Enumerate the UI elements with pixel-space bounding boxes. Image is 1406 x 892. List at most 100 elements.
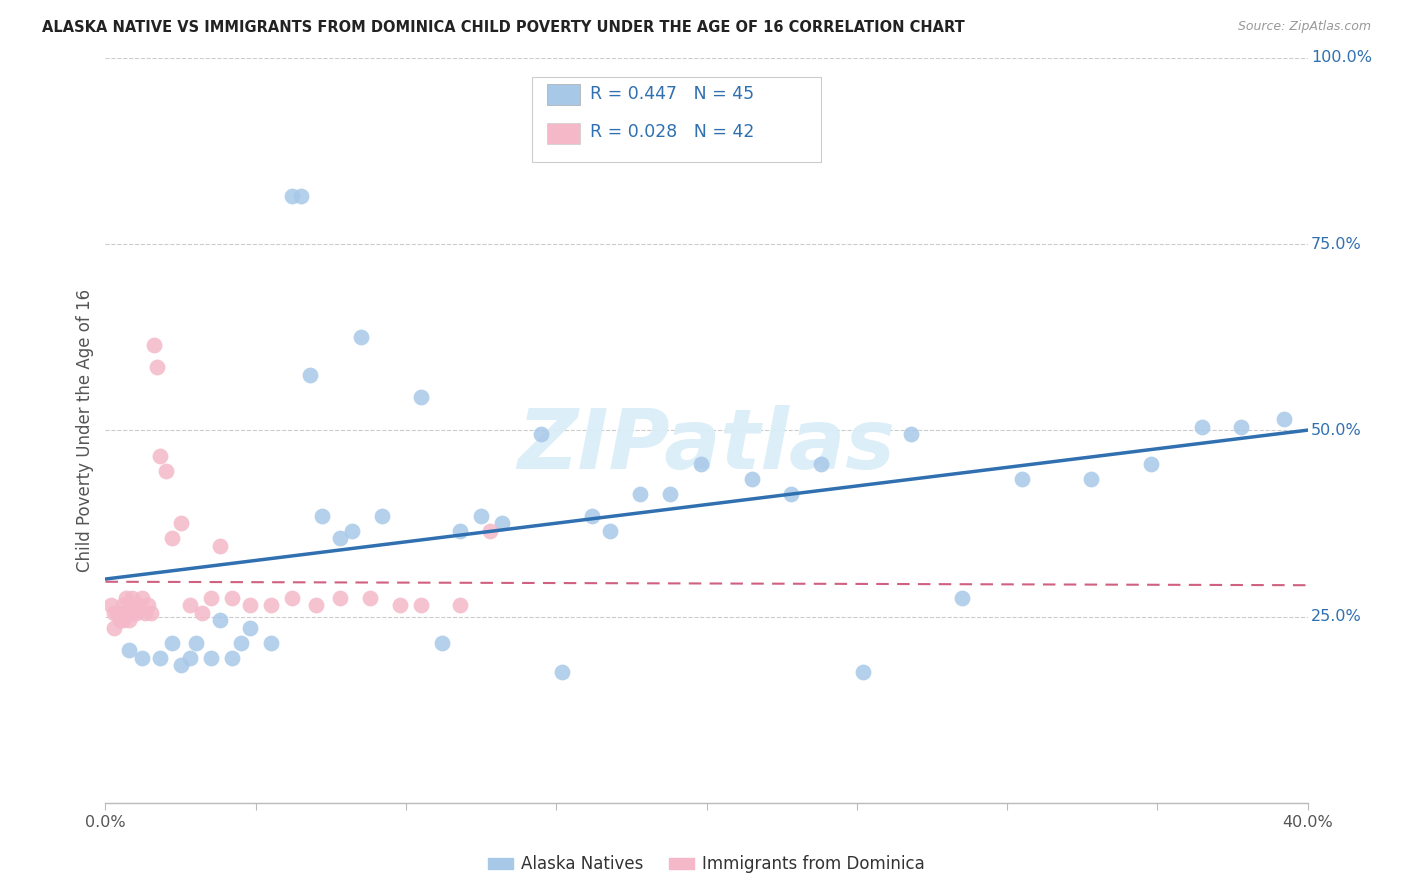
Text: 75.0%: 75.0% — [1312, 236, 1362, 252]
Point — [115, 606, 138, 620]
Bar — [547, 84, 581, 105]
Point — [371, 509, 394, 524]
Point — [100, 599, 122, 613]
Text: Source: ZipAtlas.com: Source: ZipAtlas.com — [1237, 20, 1371, 33]
Point — [179, 650, 201, 665]
Point — [449, 599, 471, 613]
Point — [221, 591, 243, 605]
Point — [741, 472, 763, 486]
Point — [779, 486, 801, 500]
Point — [449, 524, 471, 538]
Point — [430, 635, 453, 649]
Point — [1011, 472, 1033, 486]
Point — [124, 599, 146, 613]
Point — [118, 613, 141, 627]
Point — [160, 635, 183, 649]
Point — [479, 524, 502, 538]
Point — [1080, 472, 1102, 486]
FancyBboxPatch shape — [533, 77, 821, 162]
Point — [239, 621, 262, 635]
Point — [131, 591, 153, 605]
Text: R = 0.028   N = 42: R = 0.028 N = 42 — [591, 123, 754, 142]
Point — [110, 613, 132, 627]
Point — [118, 643, 141, 657]
Point — [184, 635, 207, 649]
Point — [142, 337, 165, 351]
Point — [628, 486, 651, 500]
Point — [124, 606, 146, 620]
Point — [128, 599, 150, 613]
Point — [121, 606, 143, 620]
Point — [148, 650, 170, 665]
Point — [470, 509, 492, 524]
Point — [239, 599, 262, 613]
Text: 25.0%: 25.0% — [1312, 609, 1362, 624]
Point — [350, 330, 373, 344]
Point — [115, 591, 138, 605]
Point — [160, 532, 183, 546]
Bar — [547, 123, 581, 144]
Point — [190, 606, 212, 620]
Point — [103, 621, 125, 635]
Point — [136, 599, 159, 613]
Point — [134, 606, 156, 620]
Point — [221, 650, 243, 665]
Point — [281, 591, 304, 605]
Point — [110, 606, 132, 620]
Point — [491, 516, 513, 531]
Point — [1230, 419, 1253, 434]
Point — [329, 532, 352, 546]
Point — [139, 606, 162, 620]
Point — [260, 635, 283, 649]
Point — [131, 650, 153, 665]
Text: ALASKA NATIVE VS IMMIGRANTS FROM DOMINICA CHILD POVERTY UNDER THE AGE OF 16 CORR: ALASKA NATIVE VS IMMIGRANTS FROM DOMINIC… — [42, 20, 965, 35]
Point — [359, 591, 381, 605]
Point — [145, 360, 167, 375]
Point — [599, 524, 621, 538]
Text: ZIPatlas: ZIPatlas — [517, 405, 896, 486]
Point — [311, 509, 333, 524]
Point — [551, 665, 574, 680]
Point — [409, 599, 432, 613]
Point — [107, 606, 129, 620]
Point — [340, 524, 363, 538]
Point — [900, 427, 922, 442]
Point — [298, 368, 321, 382]
Point — [200, 591, 222, 605]
Point — [208, 539, 231, 553]
Point — [852, 665, 875, 680]
Point — [329, 591, 352, 605]
Point — [169, 516, 191, 531]
Point — [659, 486, 682, 500]
Point — [103, 606, 125, 620]
Point — [208, 613, 231, 627]
Point — [112, 613, 135, 627]
Point — [530, 427, 553, 442]
Point — [1140, 457, 1163, 471]
Point — [1191, 419, 1213, 434]
Point — [155, 464, 177, 478]
Text: R = 0.447   N = 45: R = 0.447 N = 45 — [591, 85, 754, 103]
Point — [388, 599, 411, 613]
Point — [581, 509, 603, 524]
Point — [260, 599, 283, 613]
Point — [179, 599, 201, 613]
Point — [229, 635, 252, 649]
Text: 50.0%: 50.0% — [1312, 423, 1362, 438]
Point — [200, 650, 222, 665]
Point — [1272, 412, 1295, 426]
Point — [148, 450, 170, 464]
Point — [689, 457, 711, 471]
Point — [112, 599, 135, 613]
Text: 100.0%: 100.0% — [1312, 51, 1372, 65]
Point — [281, 188, 304, 202]
Y-axis label: Child Poverty Under the Age of 16: Child Poverty Under the Age of 16 — [76, 289, 94, 572]
Point — [409, 390, 432, 404]
Point — [169, 658, 191, 673]
Point — [290, 188, 312, 202]
Point — [950, 591, 973, 605]
Point — [118, 606, 141, 620]
Legend: Alaska Natives, Immigrants from Dominica: Alaska Natives, Immigrants from Dominica — [481, 849, 932, 880]
Point — [121, 591, 143, 605]
Point — [305, 599, 328, 613]
